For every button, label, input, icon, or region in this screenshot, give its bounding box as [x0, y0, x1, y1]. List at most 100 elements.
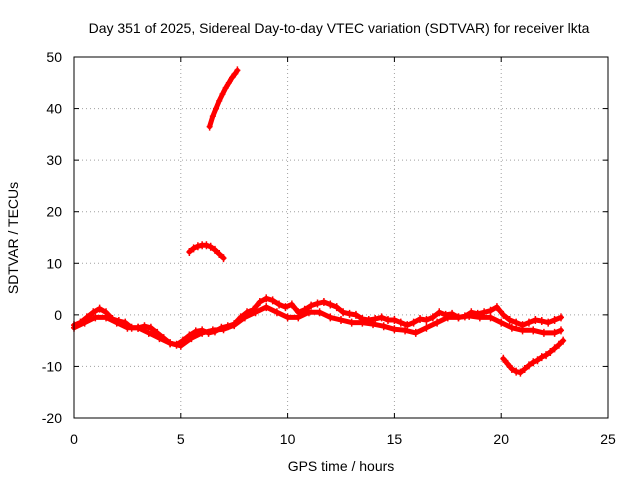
data-point [327, 313, 334, 322]
data-point [380, 322, 387, 331]
data-point [207, 242, 214, 251]
data-point [348, 318, 355, 327]
data-point [340, 308, 347, 317]
data-point [508, 323, 515, 332]
data-point [241, 313, 248, 322]
data-point [506, 316, 513, 325]
data-point [444, 313, 451, 322]
data-point [423, 316, 430, 325]
data-point [466, 311, 473, 320]
data-point [211, 245, 218, 254]
data-point [540, 328, 547, 337]
data-point [220, 254, 227, 263]
data-point [186, 247, 193, 256]
data-point [167, 339, 174, 348]
data-point [534, 356, 541, 365]
y-tick-label: -10 [42, 358, 62, 374]
data-point [135, 323, 142, 332]
data-point [423, 323, 430, 332]
y-tick-label: 50 [46, 49, 62, 65]
data-point [500, 354, 507, 363]
data-point [558, 326, 565, 335]
x-axis-label: GPS time / hours [288, 458, 395, 474]
data-point [263, 294, 270, 303]
data-point [560, 336, 567, 345]
chart-title: Day 351 of 2025, Sidereal Day-to-day VTE… [89, 20, 590, 36]
data-point [538, 317, 545, 326]
data-point [288, 300, 295, 309]
data-point [412, 328, 419, 337]
data-point [295, 313, 302, 322]
x-tick-label: 25 [600, 431, 616, 447]
data-point [551, 344, 558, 353]
data-point [273, 308, 280, 317]
data-point [213, 104, 220, 113]
data-point [525, 361, 532, 370]
data-point [234, 66, 241, 75]
data-marks [71, 66, 567, 377]
data-point [417, 314, 424, 323]
data-point [231, 321, 238, 330]
axis-ticks: 0 5 10 15 20 25 -20 -10 0 10 20 30 40 50 [42, 49, 616, 447]
data-point [229, 73, 236, 82]
data-point [352, 310, 359, 319]
data-point [219, 90, 226, 99]
y-tick-label: -20 [42, 410, 62, 426]
data-point [316, 308, 323, 317]
data-point [493, 303, 500, 312]
data-point [551, 316, 558, 325]
data-point [252, 308, 259, 317]
data-point [498, 318, 505, 327]
data-point [555, 340, 562, 349]
data-point [284, 313, 291, 322]
data-point [338, 316, 344, 325]
data-point [320, 297, 327, 306]
data-point [391, 316, 398, 325]
data-point [327, 300, 334, 309]
data-point [500, 310, 507, 319]
data-point [346, 309, 353, 318]
data-point [551, 328, 558, 337]
data-point [384, 316, 391, 325]
data-point [209, 112, 216, 121]
data-point [314, 299, 321, 308]
data-point [378, 313, 385, 322]
data-point [455, 313, 462, 322]
data-point [545, 318, 552, 327]
data-point [538, 353, 545, 362]
y-tick-label: 10 [46, 255, 62, 271]
data-point [525, 318, 532, 327]
plot-frame [73, 56, 609, 419]
data-point [436, 308, 443, 317]
data-point [517, 368, 524, 377]
x-tick-label: 15 [387, 431, 403, 447]
data-point [513, 367, 520, 376]
data-point [359, 318, 366, 327]
data-point [532, 316, 539, 325]
data-point [199, 328, 206, 337]
data-point [308, 301, 315, 310]
gridlines [74, 57, 608, 418]
data-point [276, 300, 283, 309]
data-point [190, 244, 197, 253]
data-point [222, 83, 229, 92]
data-point [282, 303, 289, 312]
data-point [145, 328, 152, 337]
data-point [372, 314, 379, 323]
y-tick-label: 0 [54, 307, 62, 323]
x-tick-label: 20 [493, 431, 509, 447]
data-point [263, 303, 270, 312]
y-tick-label: 30 [46, 152, 62, 168]
data-point [96, 304, 103, 313]
data-point [530, 358, 537, 367]
data-point [508, 365, 515, 374]
x-tick-label: 5 [177, 431, 185, 447]
data-point [402, 326, 409, 335]
data-point [429, 313, 436, 322]
data-point [92, 313, 99, 322]
data-point [90, 308, 97, 317]
y-tick-label: 40 [46, 101, 62, 117]
data-point [194, 242, 201, 251]
data-point [206, 122, 213, 131]
data-point [370, 320, 377, 329]
